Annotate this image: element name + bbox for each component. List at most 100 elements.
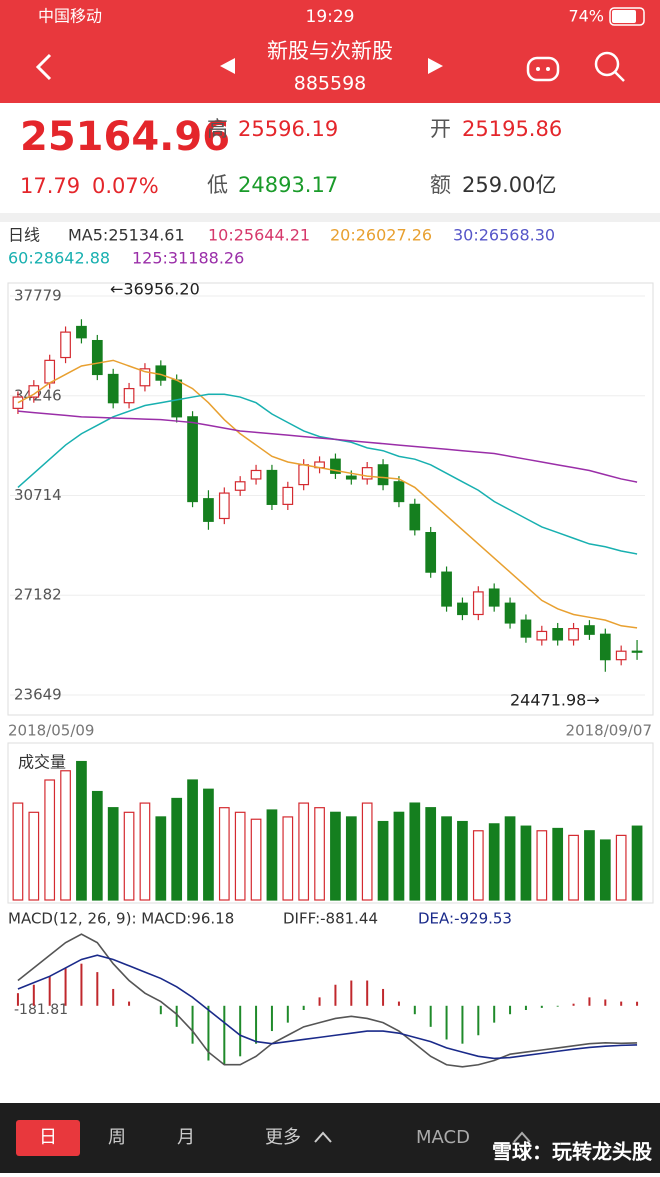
tab[interactable]: 月 xyxy=(177,1127,195,1148)
candle-body xyxy=(536,630,548,641)
candle-body xyxy=(631,650,643,653)
ma-legend: 日线 xyxy=(8,226,40,245)
volume-bar xyxy=(60,770,71,901)
candle-body xyxy=(457,602,468,616)
more-arrow[interactable] xyxy=(314,1131,332,1143)
dea-line xyxy=(17,954,638,1060)
volume-bar xyxy=(615,834,627,901)
volume-bar xyxy=(568,834,579,901)
change: 17.79 xyxy=(20,174,80,198)
candle-body xyxy=(123,387,135,404)
candle-body xyxy=(472,591,484,616)
candle-body xyxy=(504,602,516,624)
volume-bar xyxy=(187,779,198,901)
ma-legend: 60:28642.88 xyxy=(8,249,110,268)
battery-level xyxy=(612,10,636,23)
y-tick-label: 23649 xyxy=(14,686,62,704)
ma-legend: MA5:25134.61 xyxy=(68,226,185,245)
candle-body xyxy=(266,469,278,505)
volume-bar xyxy=(250,818,262,901)
candle-body xyxy=(171,379,183,418)
low-annotation: 24471.98→ xyxy=(510,691,600,710)
ma-legend: 10:25644.21 xyxy=(208,226,310,245)
header-bg xyxy=(0,0,660,103)
candle-body xyxy=(568,628,579,641)
dea-label: DEA:-929.53 xyxy=(418,910,512,928)
high: 25596.19 xyxy=(238,117,338,141)
volume-bar xyxy=(203,788,214,901)
ma-legend: 20:26027.26 xyxy=(330,226,432,245)
candle-body xyxy=(377,464,389,486)
robot-icon[interactable] xyxy=(526,56,560,82)
tab-active[interactable] xyxy=(16,1120,80,1156)
volume-bar xyxy=(44,779,56,901)
candle-body xyxy=(615,650,627,661)
volume-title: 成交量 xyxy=(18,753,66,772)
volume-bar xyxy=(441,816,452,901)
volume-bar xyxy=(393,811,405,901)
volume-bar xyxy=(314,807,325,901)
y-tick-label: 27182 xyxy=(14,586,62,604)
volume-bar xyxy=(266,809,278,901)
price-panel xyxy=(7,282,654,716)
battery-icon xyxy=(609,7,645,26)
price: 25164.96 xyxy=(20,114,230,160)
candle-body xyxy=(488,588,500,607)
candle-body xyxy=(250,469,262,480)
volume-bar xyxy=(234,811,246,901)
volume-bar xyxy=(123,811,135,901)
low-label: 低 xyxy=(207,173,228,197)
candle-body xyxy=(361,467,373,480)
candle-body xyxy=(425,532,437,573)
back-button[interactable] xyxy=(35,53,52,81)
tab[interactable]: 周 xyxy=(108,1127,126,1148)
next-button[interactable] xyxy=(428,58,443,74)
candle-body xyxy=(345,475,357,480)
amount-label: 额 xyxy=(430,173,451,197)
volume-bar xyxy=(107,807,119,901)
volume-bar xyxy=(536,830,548,901)
candle-body xyxy=(282,486,294,505)
ma-line xyxy=(17,359,638,629)
candle-body xyxy=(409,503,421,531)
volume-bar xyxy=(345,816,357,901)
tab[interactable]: 日 xyxy=(39,1127,57,1148)
volume-bar xyxy=(488,823,500,901)
indicator-arrow[interactable] xyxy=(513,1131,531,1143)
candle-body xyxy=(218,492,230,520)
candle-body xyxy=(187,416,198,503)
diff-line xyxy=(17,933,638,1068)
low: 24893.17 xyxy=(238,173,338,197)
candle-body xyxy=(139,368,151,387)
volume-bar xyxy=(599,839,611,901)
candle-body xyxy=(44,359,56,384)
prev-button[interactable] xyxy=(220,58,235,74)
candle-body xyxy=(599,633,611,661)
volume-bar xyxy=(282,816,294,901)
candle-body xyxy=(552,628,564,641)
separator xyxy=(0,213,660,222)
volume-bar xyxy=(91,790,103,901)
candle-body xyxy=(107,373,119,404)
candle-body xyxy=(91,339,103,376)
volume-bar xyxy=(76,760,87,901)
candle-body xyxy=(330,458,341,474)
candle-body xyxy=(76,325,87,339)
ma-line xyxy=(17,410,638,483)
volume-bar xyxy=(298,802,310,901)
macd-axis-label: -181.81 xyxy=(14,1002,68,1018)
volume-panel xyxy=(7,742,654,904)
candle-body xyxy=(520,619,532,638)
search-icon[interactable] xyxy=(594,51,625,82)
volume-bar xyxy=(361,802,373,901)
volume-bar xyxy=(409,802,421,901)
volume-bar xyxy=(584,830,595,901)
volume-bar xyxy=(218,807,230,901)
watermark: 雪球：玩转龙头股 xyxy=(492,1140,652,1164)
tab[interactable]: 更多 xyxy=(265,1127,301,1148)
candle-body xyxy=(155,365,167,381)
open: 25195.86 xyxy=(462,117,562,141)
tab[interactable]: MACD xyxy=(416,1127,470,1148)
macd-label: MACD(12, 26, 9): MACD:96.18 xyxy=(8,910,234,928)
battery: 74% xyxy=(568,7,604,26)
